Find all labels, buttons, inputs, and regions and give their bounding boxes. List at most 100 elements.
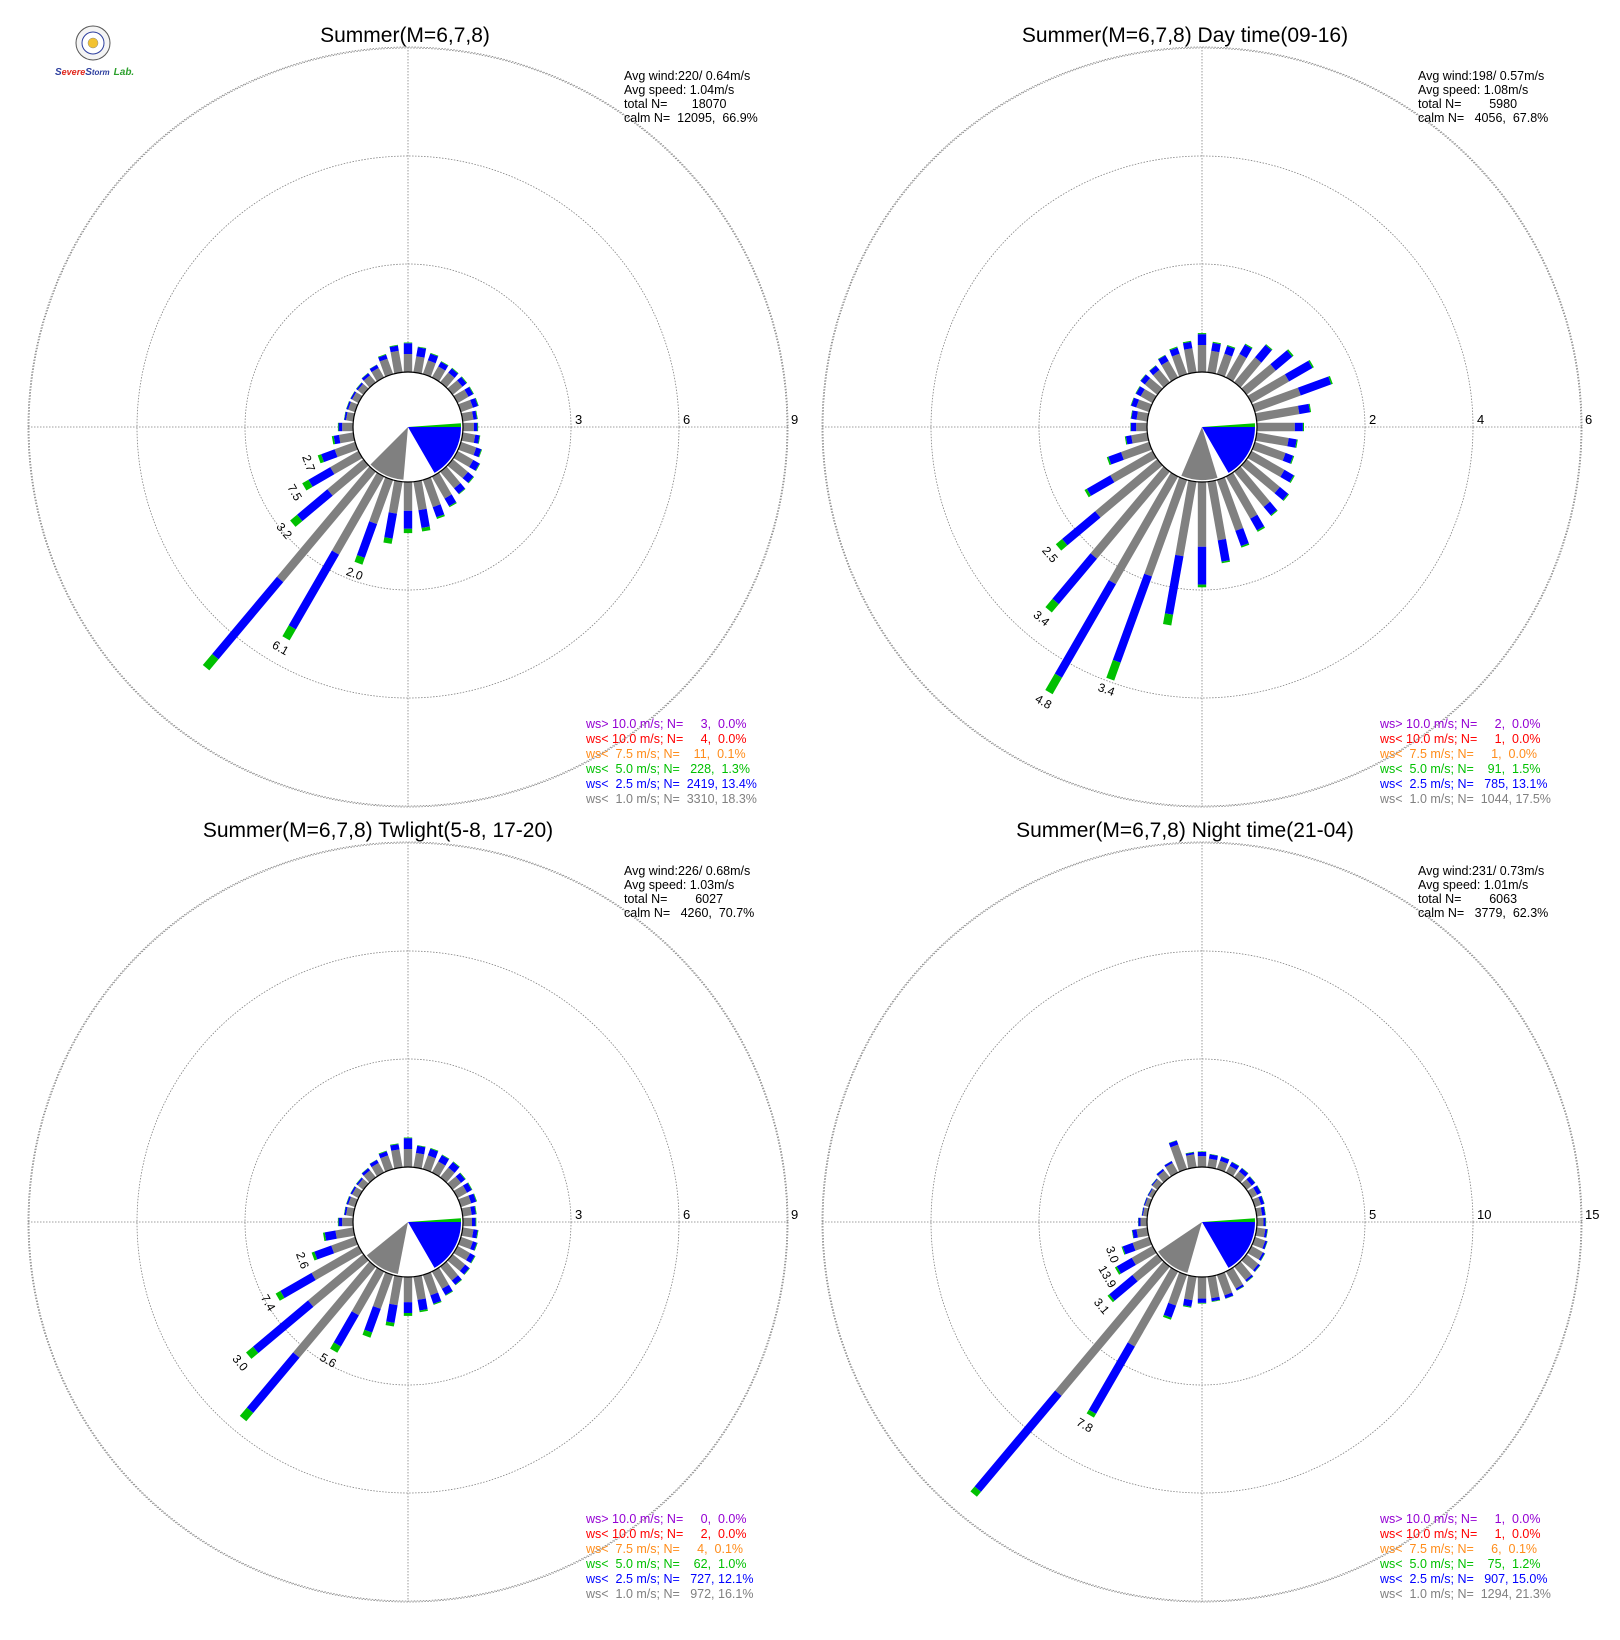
bar-lt2_5-dir-340 (1169, 347, 1180, 357)
avg-direction-sector (370, 427, 408, 480)
bar-lt5-dir-240 (1084, 488, 1091, 498)
bar-lt1-dir-150 (431, 1267, 449, 1289)
bar-lt5-dir-150 (445, 1290, 453, 1296)
bar-tip-label: 7.8 (1074, 1415, 1096, 1436)
bar-lt1-dir-210 (1108, 472, 1179, 585)
bar-lt5-dir-280 (343, 1206, 346, 1215)
bar-lt2_5-dir-150 (441, 1284, 453, 1296)
bar-lt5-dir-140 (1270, 509, 1278, 517)
bar-lt2_5-dir-110 (1262, 1240, 1268, 1250)
bar-lt1-dir-280 (1136, 411, 1149, 422)
avg-direction-sector (1158, 1222, 1202, 1273)
bar-lt2_5-dir-310 (356, 1177, 364, 1186)
bar-lt5-dir-280 (1141, 1207, 1144, 1216)
bar-lt1-dir-70 (458, 1195, 472, 1208)
bar-lt5-dir-310 (356, 382, 362, 390)
legend-entry: ws> 10.0 m/s; N= 0, 0.0% (585, 1512, 747, 1526)
bar-lt5-dir-10 (417, 346, 427, 349)
legend-entry: ws< 7.5 m/s; N= 1, 0.0% (1379, 747, 1537, 761)
bar-lt5-dir-80 (1263, 1206, 1266, 1216)
bar-lt5-dir-80 (475, 410, 478, 420)
bar-lt5-dir-290 (346, 1196, 350, 1205)
bar-lt5-dir-30 (441, 1154, 450, 1160)
legend-entry: ws< 10.0 m/s; N= 4, 0.0% (585, 732, 747, 746)
ring-label: 3 (575, 1207, 582, 1222)
bar-lt1-dir-240 (330, 450, 363, 475)
bar-lt1-dir-200 (369, 477, 394, 525)
bar-lt2_5-dir-270 (1138, 1217, 1141, 1227)
bar-lt1-dir-340 (1171, 353, 1188, 377)
bar-lt1-dir-220 (276, 466, 376, 583)
bar-lt5-dir-170 (1221, 560, 1230, 564)
legend-entry: ws< 7.5 m/s; N= 6, 0.1% (1379, 1542, 1537, 1556)
bar-lt2_5-dir-220 (974, 1390, 1062, 1492)
bar-tip-label: 3.1 (1091, 1295, 1113, 1317)
bar-lt1-dir-300 (352, 1187, 363, 1199)
bar-lt2_5-dir-190 (1164, 554, 1184, 615)
bar-lt5-dir-200 (1106, 659, 1121, 681)
bar-lt1-dir-300 (352, 392, 363, 404)
bar-lt1-dir-340 (380, 1155, 394, 1172)
bar-lt1-dir-190 (1175, 480, 1197, 557)
legend-entry: ws< 5.0 m/s; N= 228, 1.3% (585, 762, 750, 776)
bar-lt2_5-dir-20 (1219, 1156, 1230, 1164)
bar-lt2_5-dir-0 (403, 343, 413, 354)
bar-lt2_5-dir-240 (1086, 475, 1115, 496)
bar-lt5-dir-160 (1225, 1295, 1234, 1299)
bar-lt2_5-dir-100 (1263, 1228, 1268, 1238)
bar-lt2_5-dir-210 (1088, 1342, 1135, 1414)
bar-lt2_5-dir-220 (246, 1352, 300, 1413)
bar-lt5-dir-170 (419, 1309, 428, 1313)
bar-lt5-dir-190 (1182, 1305, 1192, 1308)
bar-lt2_5-dir-300 (350, 1186, 357, 1195)
bar-lt5-dir-320 (1156, 1168, 1163, 1175)
legend-entry: ws< 1.0 m/s; N= 3310, 18.3% (585, 792, 757, 806)
bar-lt5-dir-190 (383, 537, 393, 544)
bar-lt5-dir-140 (1246, 1276, 1254, 1283)
bar-lt5-dir-230 (1055, 539, 1068, 551)
bar-lt5-dir-60 (469, 386, 474, 395)
bar-lt1-dir-300 (1140, 389, 1157, 404)
bar-lt5-dir-210 (282, 625, 296, 641)
bar-lt5-dir-300 (350, 1186, 355, 1194)
bar-lt1-dir-100 (1255, 1227, 1266, 1238)
legend-entry: ws< 5.0 m/s; N= 62, 1.0% (585, 1557, 747, 1571)
bar-lt1-dir-330 (371, 1162, 385, 1177)
bar-lt1-dir-250 (334, 441, 358, 458)
bar-lt2_5-dir-110 (470, 1241, 477, 1251)
bar-lt5-dir-320 (1149, 365, 1156, 371)
bar-lt2_5-dir-130 (1253, 1263, 1261, 1272)
avg-green-sector (408, 1218, 462, 1222)
bar-lt1-dir-310 (1144, 378, 1163, 395)
bar-lt1-dir-20 (1216, 1160, 1228, 1172)
bar-lt2_5-dir-170 (418, 508, 430, 528)
bar-lt5-dir-70 (475, 397, 479, 406)
logo-s1: S (55, 67, 62, 78)
logo-s2: S (85, 67, 92, 78)
bar-lt1-dir-300 (1148, 1188, 1157, 1199)
bar-lt5-dir-250 (311, 1251, 318, 1261)
bar-lt5-dir-60 (1256, 1185, 1262, 1193)
bar-lt2_5-dir-110 (473, 447, 482, 458)
bar-lt1-dir-310 (357, 383, 369, 395)
bar-lt5-dir-230 (290, 514, 303, 527)
bar-lt5-dir-10 (417, 1145, 426, 1148)
bar-lt2_5-dir-240 (280, 1272, 316, 1299)
bar-lt2_5-dir-60 (462, 1182, 472, 1193)
bar-lt2_5-dir-320 (361, 373, 371, 381)
bar-lt1-dir-290 (1144, 1197, 1152, 1208)
avg-direction-sector (1181, 427, 1218, 481)
bar-lt2_5-dir-240 (308, 467, 335, 487)
bar-lt2_5-dir-290 (346, 1196, 351, 1205)
bar-lt5-dir-60 (467, 1182, 473, 1190)
bar-lt2_5-dir-80 (470, 1206, 476, 1215)
bar-lt5-dir-20 (1221, 1156, 1230, 1160)
bar-lt1-dir-30 (431, 366, 446, 382)
bar-lt1-dir-130 (1241, 1254, 1259, 1271)
bar-lt1-dir-340 (379, 358, 394, 377)
bar-lt2_5-dir-260 (333, 434, 341, 445)
bar-lt1-dir-250 (1132, 1236, 1152, 1251)
bar-lt1-dir-230 (1095, 459, 1163, 518)
bar-lt5-dir-280 (343, 411, 346, 420)
